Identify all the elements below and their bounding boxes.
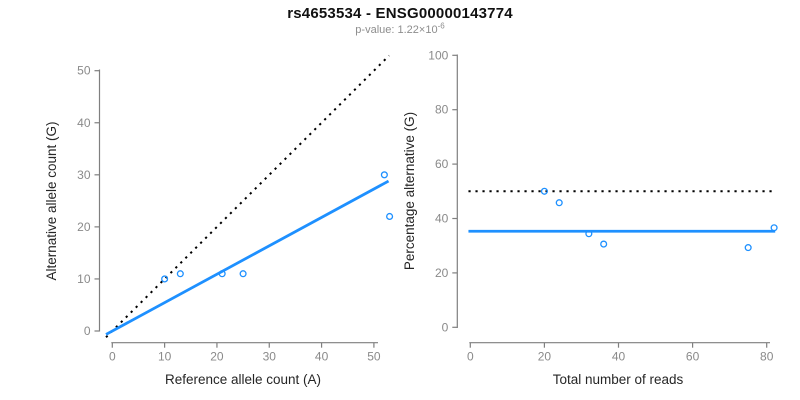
- data-point: [744, 244, 752, 252]
- y-axis-title: Percentage alternative (G): [402, 112, 417, 270]
- y-tick-label: 60: [435, 157, 449, 171]
- x-tick-label: 50: [367, 350, 381, 364]
- page-title: rs4653534 - ENSG00000143774: [287, 5, 513, 22]
- y-tick-label: 20: [435, 266, 449, 280]
- y-tick-label: 10: [77, 272, 91, 286]
- x-axis-title: Reference allele count (A): [165, 372, 321, 387]
- y-tick-label: 100: [428, 48, 448, 62]
- x-tick-label: 20: [210, 350, 224, 364]
- data-point: [239, 270, 247, 278]
- x-tick-label: 30: [263, 350, 277, 364]
- y-tick-label: 20: [77, 220, 91, 234]
- x-tick-label: 40: [315, 350, 329, 364]
- pvalue-exponent: -6: [437, 21, 445, 31]
- y-tick-label: 0: [442, 320, 449, 334]
- pvalue-subtitle: p-value: 1.22×10-6: [0, 21, 800, 36]
- data-point: [386, 212, 394, 221]
- x-tick-label: 20: [538, 350, 552, 364]
- data-point: [218, 270, 226, 278]
- x-tick-label: 40: [612, 350, 626, 364]
- data-point: [380, 171, 388, 179]
- data-point: [161, 275, 169, 283]
- y-tick-label: 80: [435, 103, 449, 117]
- x-tick-label: 0: [467, 350, 474, 364]
- x-axis-title: Total number of reads: [553, 372, 684, 387]
- y-tick-label: 30: [77, 168, 91, 182]
- y-tick-label: 40: [435, 212, 449, 226]
- pvalue-text: p-value: 1.22×10: [355, 24, 438, 36]
- data-point: [585, 230, 593, 238]
- data-point: [770, 224, 778, 232]
- x-tick-label: 80: [760, 350, 774, 364]
- y-tick-label: 0: [84, 324, 91, 338]
- x-tick-label: 60: [686, 350, 700, 364]
- y-axis-title: Alternative allele count (G): [44, 121, 59, 280]
- x-tick-label: 0: [109, 350, 116, 364]
- data-point: [176, 270, 184, 278]
- data-point: [600, 240, 608, 248]
- data-point: [540, 187, 548, 195]
- y-tick-label: 50: [77, 64, 91, 78]
- fit-line: [105, 179, 390, 336]
- identity-line: [105, 54, 390, 338]
- x-tick-label: 10: [158, 350, 172, 364]
- y-tick-label: 40: [77, 116, 91, 130]
- data-point: [555, 199, 563, 207]
